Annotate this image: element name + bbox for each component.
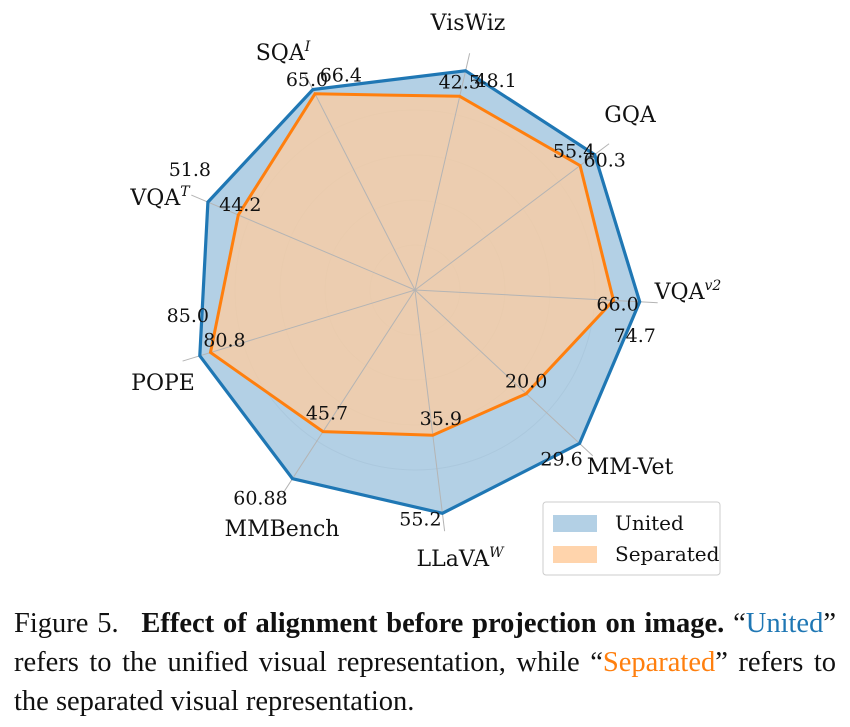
series-line-separated [208,92,616,437]
axis-label-2: GQA [604,103,657,128]
data-label-separated-5: 35.9 [420,408,462,430]
caption-label: Figure 5. [14,608,119,639]
axis-label-1: VisWiz [430,11,506,36]
axis-line-8 [191,194,416,291]
data-label-separated-6: 45.7 [306,403,348,425]
axis-label-superscript-8: T [180,184,191,200]
axis-label-8: VQAT [129,184,191,211]
series-area-separated [210,93,614,436]
radar-chart: 48.1 60.3 74.7 29.6 55.2 60.88 85.0 51.8 66.4 42.… [129,11,722,576]
axis-line-5 [414,289,446,532]
data-label-separated-8: 44.2 [219,194,261,216]
data-label-separated-2: 55.4 [553,141,595,163]
legend-swatch-separated [553,546,597,563]
axis-label-4: MM-Vet [587,455,674,480]
data-label-separated-1: 42.5 [439,71,481,93]
series-line-united [198,69,642,515]
axis-line-9 [304,73,416,291]
radar-svg: 48.1 60.3 74.7 29.6 55.2 60.88 85.0 51.8 66.4 42.… [129,11,722,576]
data-label-united-3: 74.7 [614,325,656,347]
axis-line-4 [414,289,594,457]
axis-line-6 [282,289,416,495]
data-label-united-5: 55.2 [399,508,441,530]
axis-line-2 [414,143,610,291]
caption-united-word: United [745,608,824,639]
data-label-united-8: 51.8 [169,159,211,181]
data-label-united-1: 48.1 [474,70,516,92]
legend-label-separated: Separated [615,542,720,566]
data-label-separated-9: 65.0 [286,69,328,91]
axis-label-9: SQAI [256,39,311,66]
data-label-separated-4: 20.0 [505,371,547,393]
caption-end-text: ” refers to the separated visual represe… [14,647,836,717]
legend-label-united: United [615,511,684,535]
data-label-united-9: 66.4 [320,65,362,87]
data-label-united-6: 60.88 [233,488,287,510]
data-label-united-4: 29.6 [540,448,582,470]
axis-label-superscript-3: v2 [704,278,721,294]
caption-separated-word: Separated [602,647,716,678]
axis-line-1 [414,53,471,291]
legend-swatch-united [553,515,597,532]
figure-caption: Figure 5. Effect of alignment before pro… [14,604,836,721]
axis-label-superscript-5: W [489,545,505,561]
data-label-separated-3: 66.0 [596,293,638,315]
caption-open-quote: “ [733,608,746,639]
axis-label-5: LLaVAW [416,545,505,572]
caption-title: Effect of alignment before projection on… [141,608,725,639]
axis-label-6: MMBench [225,517,340,542]
axis-label-3: VQAv2 [654,278,722,305]
data-label-separated-7: 80.8 [203,330,245,352]
data-label-united-2: 60.3 [584,150,626,172]
axis-label-7: POPE [131,371,195,396]
axis-line-7 [182,289,416,362]
data-label-united-7: 85.0 [167,305,209,327]
axis-line-3 [414,289,658,304]
caption-middle-text: ” refers to the unified visual represent… [14,608,836,678]
axis-label-superscript-9: I [304,39,311,55]
